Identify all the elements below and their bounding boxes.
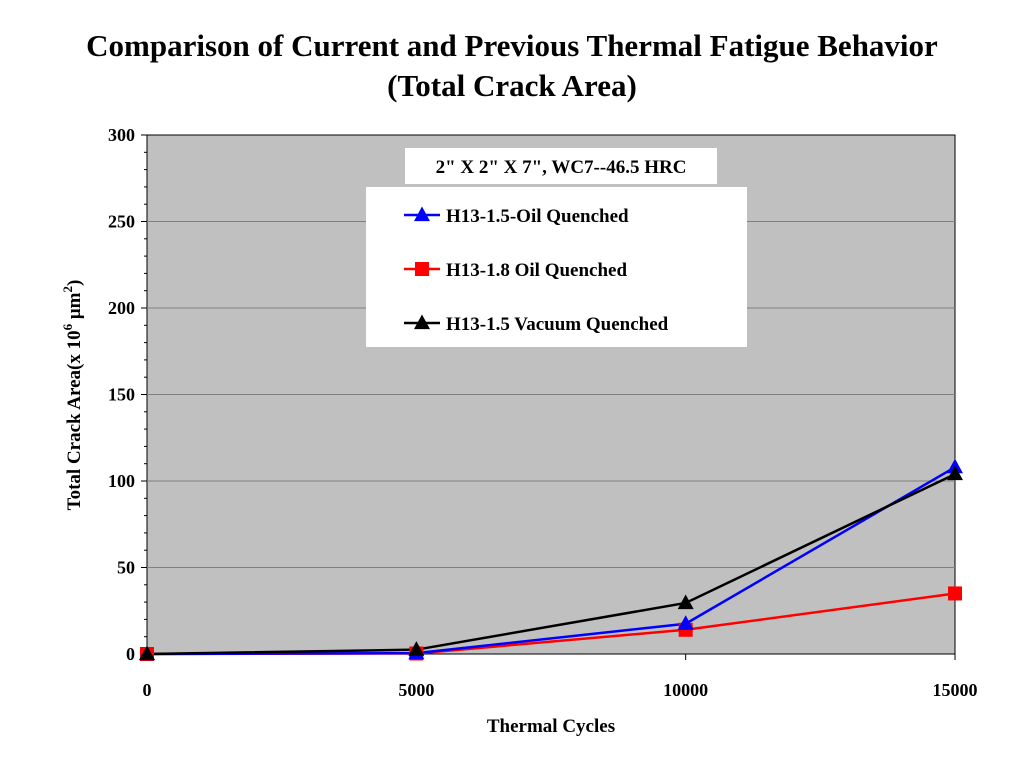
legend-label: H13-1.5 Vacuum Quenched xyxy=(446,314,669,335)
data-point xyxy=(947,465,963,481)
y-tick-label: 150 xyxy=(108,385,135,405)
series-line xyxy=(146,466,956,656)
data-point xyxy=(948,586,962,601)
y-tick-label: 100 xyxy=(108,471,135,491)
annotation-text: 2" X 2" X 7", WC7--46.5 HRC xyxy=(436,157,687,178)
chart-subtitle: (Total Crack Area) xyxy=(387,68,637,103)
x-tick-label: 15000 xyxy=(933,680,978,700)
legend-marker xyxy=(414,206,430,222)
chart-title: Comparison of Current and Previous Therm… xyxy=(86,28,938,63)
x-tick-label: 0 xyxy=(143,680,152,700)
legend-label: H13-1.8 Oil Quenched xyxy=(446,260,627,281)
legend-marker xyxy=(414,314,430,330)
legend-marker xyxy=(415,262,429,276)
data-point xyxy=(139,645,155,661)
y-tick-label: 50 xyxy=(117,558,135,578)
x-axis-label: Thermal Cycles xyxy=(487,716,615,737)
data-point xyxy=(408,641,425,656)
annotation-box xyxy=(405,148,717,184)
data-point xyxy=(677,594,694,610)
x-tick-label: 5000 xyxy=(398,680,434,700)
y-axis-label: Total Crack Area(x 106 μm2) xyxy=(60,280,85,511)
x-tick-label: 10000 xyxy=(663,680,708,700)
y-tick-label: 0 xyxy=(126,644,135,664)
data-point xyxy=(677,615,694,630)
y-tick-label: 250 xyxy=(108,212,135,232)
y-tick-label: 200 xyxy=(108,298,135,318)
y-tick-label: 300 xyxy=(108,125,135,145)
series-line xyxy=(146,472,956,656)
legend-label: H13-1.5-Oil Quenched xyxy=(446,206,629,227)
legend-box xyxy=(366,187,747,347)
